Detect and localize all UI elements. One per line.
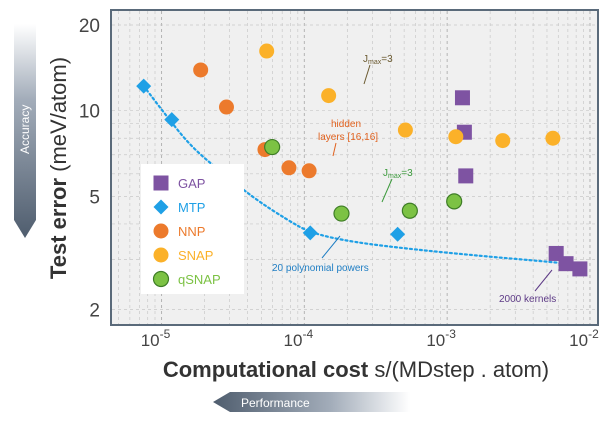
y-tick-labels: 2 5 10 20 (79, 16, 100, 322)
gap-kernels-annotation: 2000 kernels (499, 294, 556, 305)
qsnap-point (401, 202, 418, 219)
snap-point (448, 129, 464, 145)
y-tick-label: 5 (89, 187, 100, 208)
gap-point (458, 168, 474, 184)
legend-marker-mtp (153, 199, 169, 215)
mtp-point (164, 112, 180, 128)
nnp-point (218, 99, 234, 115)
nnp-hidden-leader (332, 142, 337, 157)
mtp-point (136, 78, 152, 94)
legend-items: GAP MTP NNP SNAP qSNAP (152, 175, 221, 288)
legend-marker-nnp (153, 223, 169, 239)
nnp-point (281, 160, 297, 176)
annotation-leaders (321, 64, 553, 292)
legend-label-gap: GAP (178, 176, 205, 191)
snap-jmax-annotation: Jmax=3 (363, 54, 393, 66)
nnp-point (301, 163, 317, 179)
performance-arrow: Performance (213, 392, 410, 412)
y-tick-label: 10 (79, 102, 100, 123)
y-tick-label: 2 (89, 301, 100, 322)
x-tick-labels: 10-5 10-4 10-3 10-2 (141, 327, 599, 350)
legend-marker-gap (153, 175, 169, 191)
gap-point (558, 256, 574, 272)
legend-marker-qsnap (152, 270, 170, 288)
qsnap-jmax-annotation: Jmax=3 (383, 168, 413, 180)
performance-label: Performance (241, 396, 310, 410)
y-axis-label: Test error (meV/atom) (46, 57, 71, 279)
gap-point (454, 90, 470, 106)
legend-label-qsnap: qSNAP (178, 272, 221, 287)
legend-label-nnp: NNP (178, 224, 205, 239)
x-tick-label: 10-2 (569, 327, 599, 350)
snap-point (495, 133, 511, 149)
mtp-powers-annotation: 20 polynomial powers (272, 263, 369, 274)
y-tick-label: 20 (79, 16, 100, 37)
snap-point (321, 88, 337, 104)
nnp-point (193, 62, 209, 78)
accuracy-arrow: Accuracy (14, 24, 36, 238)
mtp-point (390, 226, 406, 242)
x-axis-label: Computational cost s/(MDstep . atom) (163, 357, 549, 382)
snap-point (259, 43, 275, 59)
data-markers (136, 43, 588, 277)
gap-kernels-leader (534, 269, 553, 292)
snap-jmax-leader (363, 64, 371, 85)
snap-point (545, 130, 561, 146)
qsnap-point (446, 193, 463, 210)
legend-label-snap: SNAP (178, 248, 213, 263)
x-tick-label: 10-4 (284, 327, 314, 350)
qsnap-jmax-leader (381, 178, 393, 203)
legend-marker-snap (153, 247, 169, 263)
x-tick-label: 10-3 (426, 327, 456, 350)
mtp-point (302, 225, 318, 241)
qsnap-point (264, 138, 281, 156)
legend-label-mtp: MTP (178, 200, 205, 215)
nnp-hidden-annotation: hidden layers [16,16] (318, 119, 378, 143)
x-tick-label: 10-5 (141, 327, 171, 350)
accuracy-label: Accuracy (18, 105, 32, 154)
gap-point (572, 261, 588, 277)
legend: GAP MTP NNP SNAP qSNAP (141, 164, 244, 294)
mtp-powers-leader (321, 235, 341, 259)
snap-point (397, 122, 413, 138)
qsnap-point (333, 205, 350, 222)
mtp-fit-curve (142, 85, 576, 266)
